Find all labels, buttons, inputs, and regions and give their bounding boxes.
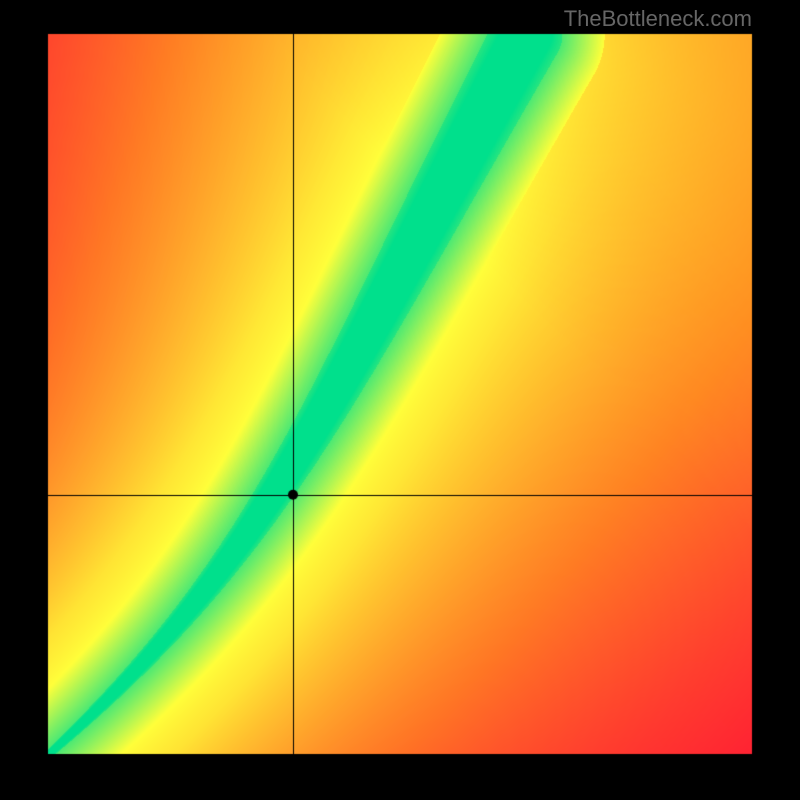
chart-container: TheBottleneck.com: [0, 0, 800, 800]
heatmap-canvas: [0, 0, 800, 800]
watermark-text: TheBottleneck.com: [564, 6, 752, 32]
